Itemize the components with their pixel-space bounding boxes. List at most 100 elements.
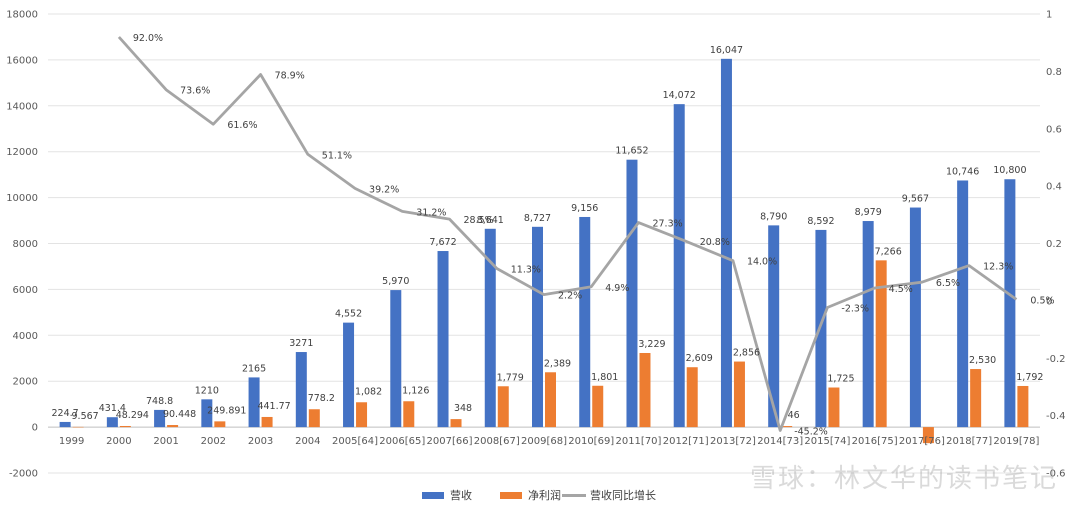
revenue-label: 5,970 <box>382 276 409 287</box>
profit-bar <box>214 421 226 428</box>
revenue-label: 8,979 <box>855 207 882 218</box>
y2-tick-label: 0.6 <box>1046 124 1062 135</box>
y-tick-label: 4000 <box>13 331 38 342</box>
revenue-label: 8,790 <box>760 211 787 222</box>
y-tick-label: 14000 <box>6 101 38 112</box>
profit-label: 441.77 <box>257 401 290 412</box>
x-tick-label: 2002 <box>201 436 226 447</box>
x-tick-label: 2017[76] <box>899 436 945 447</box>
revenue-label: 4,552 <box>335 309 362 320</box>
revenue-bars <box>59 58 1016 428</box>
y-axis-primary: 18000 16000 14000 12000 10000 8000 6000 4000 200… <box>6 10 38 480</box>
profit-bar <box>1017 385 1029 428</box>
profit-label: 3,229 <box>638 339 665 350</box>
revenue-bar <box>201 399 213 428</box>
revenue-label: 10,800 <box>993 165 1026 176</box>
revenue-bar <box>957 180 969 428</box>
watermark: 雪球：林文华的读书笔记 <box>749 464 1058 494</box>
legend-label: 营收 <box>450 488 472 502</box>
profit-bar <box>356 402 368 428</box>
x-tick-label: 2003 <box>248 436 273 447</box>
revenue-bar <box>1004 179 1016 428</box>
profit-bar <box>970 369 982 428</box>
x-tick-label: 2006[65] <box>379 436 425 447</box>
revenue-label: 1210 <box>195 385 219 396</box>
profit-bar <box>922 427 934 444</box>
growth-label: 12.3% <box>983 262 1013 273</box>
y-tick-label: 6000 <box>13 285 38 296</box>
growth-label: 73.6% <box>180 86 210 97</box>
y2-tick-label: 0.2 <box>1046 239 1062 250</box>
x-tick-label: 2018[77] <box>946 436 992 447</box>
revenue-label: 9,156 <box>571 203 598 214</box>
profit-label: 2,856 <box>733 348 760 359</box>
legend-label: 净利润 <box>528 488 561 502</box>
profit-bars <box>72 260 1029 444</box>
revenue-label: 431.4 <box>99 403 126 414</box>
profit-bar <box>497 386 509 428</box>
growth-line <box>117 36 1018 432</box>
growth-label: 27.3% <box>652 219 682 230</box>
y2-tick-label: -0.6 <box>1046 469 1066 480</box>
revenue-label: 224.7 <box>52 408 79 419</box>
growth-label: 6.5% <box>936 278 960 289</box>
revenue-bar <box>579 216 591 428</box>
y-tick-label: 12000 <box>6 147 38 158</box>
y-tick-label: 2000 <box>13 377 38 388</box>
growth-label: 51.1% <box>322 150 352 161</box>
revenue-label: 14,072 <box>663 90 696 101</box>
profit-bar <box>686 367 698 428</box>
growth-label: 4.9% <box>605 283 629 294</box>
growth-label: 92.0% <box>133 33 163 44</box>
legend-swatch <box>422 492 444 499</box>
x-tick-label: 2011[70] <box>615 436 661 447</box>
growth-label: -2.3% <box>841 303 869 314</box>
revenue-bar <box>720 58 732 428</box>
x-tick-label: 2005[64] <box>332 436 378 447</box>
growth-label: 61.6% <box>227 120 257 131</box>
revenue-bar <box>626 159 638 428</box>
y-axis-secondary: 1 0.8 0.6 0.4 0.2 0 -0.2 -0.4 -0.6 <box>1046 10 1066 480</box>
legend-swatch <box>500 492 522 499</box>
revenue-bar <box>768 225 780 428</box>
profit-label: 2,609 <box>686 353 713 364</box>
growth-label: 78.9% <box>275 71 305 82</box>
y2-tick-label: 0.8 <box>1046 67 1062 78</box>
x-tick-label: 2010[69] <box>568 436 614 447</box>
x-tick-label: 2014[73] <box>757 436 803 447</box>
growth-series-line <box>117 36 1018 432</box>
y2-tick-label: -0.2 <box>1046 354 1066 365</box>
profit-label: 90.448 <box>163 409 196 420</box>
revenue-label: 8,727 <box>524 213 551 224</box>
y-tick-label: 0 <box>32 423 38 434</box>
revenue-label: 8,641 <box>477 215 504 226</box>
profit-label: 7,266 <box>875 246 902 257</box>
x-tick-label: 2016[75] <box>852 436 898 447</box>
revenue-label: 10,746 <box>946 166 979 177</box>
revenue-label: 9,567 <box>902 194 929 205</box>
profit-bar <box>875 260 887 428</box>
revenue-bar <box>343 322 355 428</box>
revenue-label: 16,047 <box>710 45 743 56</box>
revenue-bar <box>484 228 496 428</box>
gridlines <box>48 13 1040 474</box>
profit-bar <box>261 416 273 428</box>
revenue-bar <box>59 421 71 428</box>
growth-label: 31.2% <box>416 207 446 218</box>
profit-bar <box>167 425 179 428</box>
profit-bar <box>545 372 556 428</box>
profit-label: 2,389 <box>544 358 571 369</box>
revenue-label: 748.8 <box>146 396 173 407</box>
y-tick-label: 16000 <box>6 55 38 66</box>
profit-label: 2,530 <box>969 355 996 366</box>
profit-bar <box>639 352 651 428</box>
x-tick-label: 2008[67] <box>474 436 520 447</box>
y2-tick-label: 0 <box>1046 296 1052 307</box>
revenue-bar <box>437 251 449 428</box>
profit-label: 1,779 <box>497 372 524 383</box>
y2-tick-label: 1 <box>1046 10 1052 21</box>
growth-label: 20.8% <box>700 237 730 248</box>
profit-bar <box>119 425 131 428</box>
growth-label: 2.2% <box>558 291 582 302</box>
